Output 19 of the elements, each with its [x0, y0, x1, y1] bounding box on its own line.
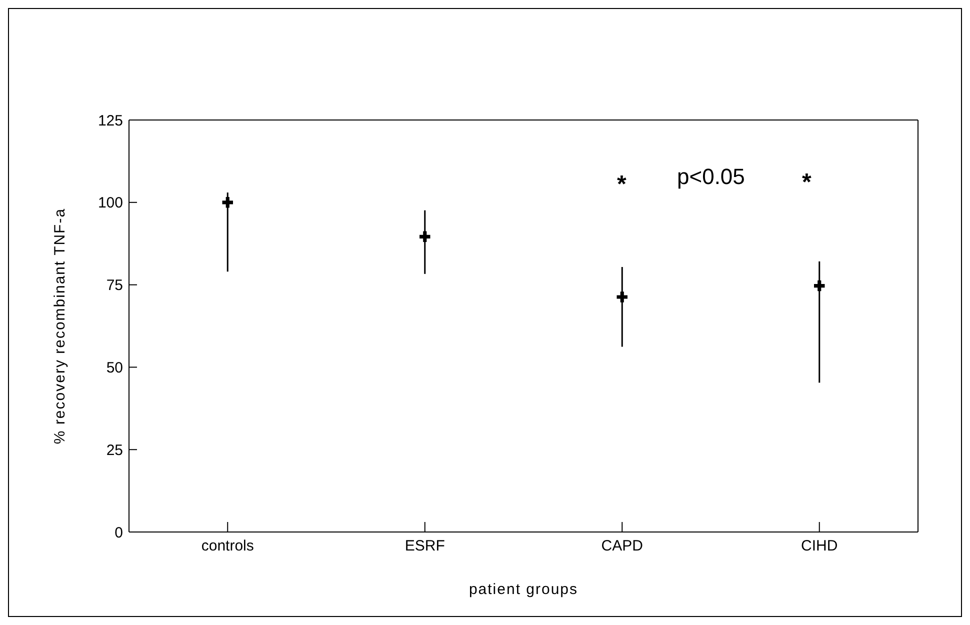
annotation: *	[802, 169, 812, 197]
y-tick-label: 0	[114, 524, 123, 542]
y-tick-label: 75	[106, 277, 123, 294]
point	[616, 292, 628, 302]
point	[814, 280, 825, 292]
x-tick-label: CAPD	[601, 538, 644, 555]
y-tick-label: 100	[98, 194, 123, 212]
point	[222, 197, 233, 208]
x-axis-title: patient groups	[468, 581, 578, 598]
y-tick-label: 125	[98, 112, 123, 130]
x-tick-label: ESRF	[404, 538, 445, 555]
y-tick-label: 50	[106, 360, 123, 377]
annotation: *	[617, 171, 626, 199]
y-tick-label: 25	[106, 442, 123, 459]
x-tick-label: CIHD	[801, 538, 838, 555]
y-axis-title: % recovery recombinant TNF-a	[51, 208, 68, 444]
x-tick-label: controls	[201, 538, 254, 555]
annotation: p<0.05	[677, 164, 745, 190]
point	[420, 231, 430, 242]
